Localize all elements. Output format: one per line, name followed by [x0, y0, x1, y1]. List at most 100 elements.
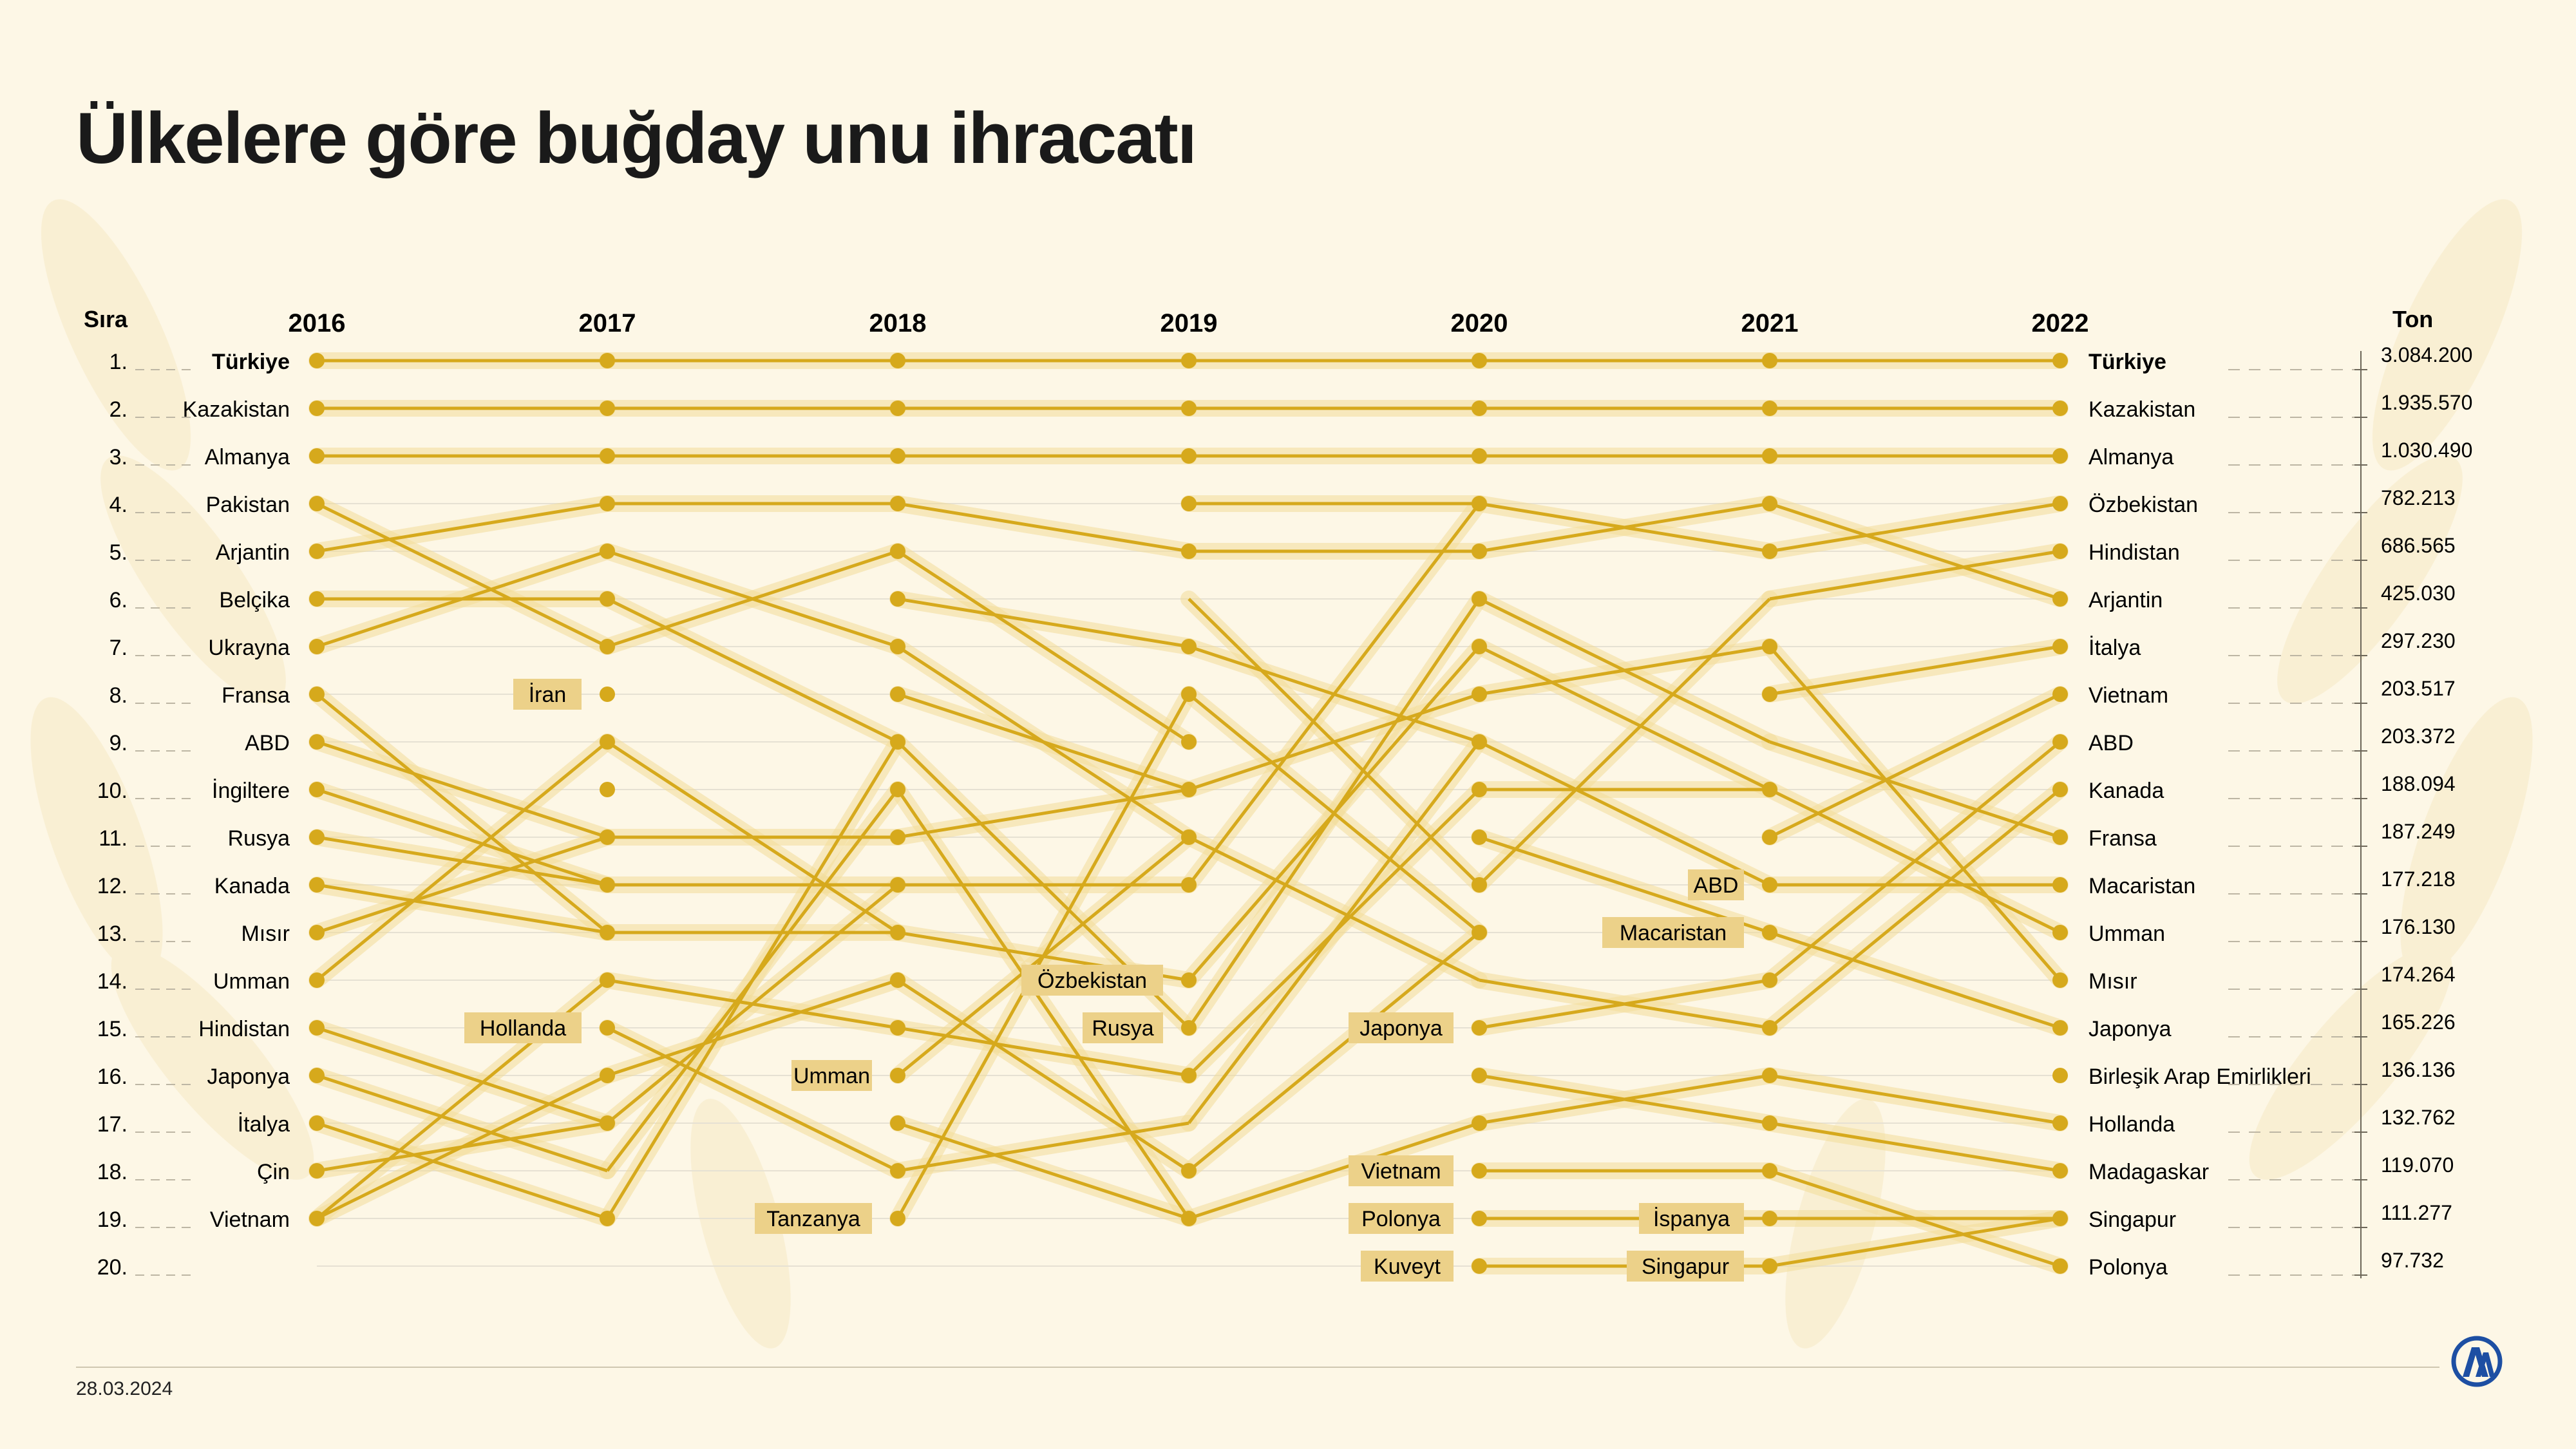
series-segment [607, 978, 898, 1077]
rank-label: 17. [97, 1112, 128, 1137]
country-tag: Umman [793, 1064, 870, 1088]
rank-point [1472, 782, 1487, 797]
series-segment [1479, 978, 1770, 1030]
rank-point [890, 591, 905, 607]
rank-point [309, 1163, 325, 1179]
value-label: 174.264 [2381, 963, 2456, 986]
rank-point [309, 1115, 325, 1131]
rank-point [600, 877, 615, 893]
rank-point [2052, 1258, 2068, 1274]
value-label: 782.213 [2381, 486, 2456, 509]
rank-label: 12. [97, 874, 128, 898]
country-label-2022: Polonya [2088, 1255, 2168, 1280]
value-label: 165.226 [2381, 1010, 2456, 1034]
rank-point [1762, 1163, 1777, 1179]
rank-label: 16. [97, 1065, 128, 1089]
rank-point [309, 687, 325, 702]
rank-label: 2. [109, 397, 128, 422]
rank-point [1762, 877, 1777, 893]
series-segment [1188, 931, 1481, 1172]
country-label-2022: Kanada [2088, 779, 2164, 803]
rank-point [309, 782, 325, 797]
rank-point [1181, 782, 1197, 797]
rank-point [1181, 1163, 1197, 1179]
rank-label: 4. [109, 493, 128, 517]
rank-point [2052, 639, 2068, 654]
rank-point [1762, 1115, 1777, 1131]
series-segment [1478, 645, 1771, 791]
series-segment [1769, 502, 2061, 553]
rank-point [2052, 877, 2068, 893]
rank-label: 18. [97, 1160, 128, 1184]
value-label: 132.762 [2381, 1106, 2456, 1129]
rank-points [309, 353, 2068, 1274]
rank-point [1181, 877, 1197, 893]
series-segment [897, 692, 1189, 791]
country-tag-box [464, 1012, 582, 1043]
country-tag-box [1083, 1012, 1163, 1043]
rank-point [1181, 401, 1197, 416]
rank-point [890, 639, 905, 654]
rank-label: 6. [109, 588, 128, 612]
rank-label: 1. [109, 350, 128, 374]
rank-label: 13. [97, 922, 128, 946]
series-segment [1768, 788, 2061, 1029]
rank-point [1472, 401, 1487, 416]
country-tag: Singapur [1642, 1255, 1729, 1279]
country-label-2022: İtalya [2088, 636, 2141, 660]
rank-point [890, 1020, 905, 1036]
country-label-2016: Belçika [219, 588, 290, 612]
country-tag: İspanya [1653, 1207, 1730, 1231]
series-segment [607, 549, 898, 649]
country-tag-box [1021, 965, 1163, 996]
rank-point [1472, 448, 1487, 464]
rank-point [890, 1163, 905, 1179]
series-lines [316, 359, 2061, 1268]
country-tag-box [1627, 1251, 1744, 1282]
series-segment [316, 883, 608, 934]
rank-point [2052, 925, 2068, 940]
series-segment [1769, 1074, 2061, 1125]
rank-point [1181, 972, 1197, 988]
rank-point [1181, 829, 1197, 845]
rank-point [890, 401, 905, 416]
country-label-2016: Vietnam [210, 1208, 290, 1232]
rank-point [600, 401, 615, 416]
rank-point [1181, 496, 1197, 511]
series-segment [1769, 740, 2061, 839]
rank-point [600, 972, 615, 988]
rank-point [2052, 687, 2068, 702]
series-segment [1188, 1121, 1480, 1220]
rank-point [2052, 353, 2068, 368]
country-label-2022: Madagaskar [2088, 1160, 2209, 1184]
rank-point [2052, 544, 2068, 559]
rank-point [2052, 829, 2068, 845]
value-label: 3.084.200 [2381, 343, 2472, 366]
rank-point [2052, 591, 2068, 607]
rank-label: 8. [109, 683, 128, 708]
series-segment [1769, 502, 2061, 601]
rank-point [1762, 1258, 1777, 1274]
series-segment [1479, 645, 1770, 696]
country-label-2022: Hindistan [2088, 540, 2180, 565]
country-tag: Kuveyt [1374, 1255, 1441, 1279]
value-label: 297.230 [2381, 629, 2456, 652]
rank-point [600, 591, 615, 607]
rank-point [1762, 687, 1777, 702]
rank-point [600, 1020, 615, 1036]
country-tag: İran [529, 683, 567, 707]
country-tag: Özbekistan [1037, 969, 1147, 993]
rank-label: 7. [109, 636, 128, 660]
country-label-2016: Almanya [205, 445, 290, 469]
country-tag: Vietnam [1361, 1159, 1441, 1184]
series-segment [316, 788, 608, 887]
rank-point [890, 687, 905, 702]
rank-point [600, 639, 615, 654]
rank-point [2052, 1211, 2068, 1226]
country-tag-box [1688, 869, 1744, 900]
series-segment [897, 597, 1189, 649]
rank-point [600, 734, 615, 750]
rank-point [1762, 639, 1777, 654]
rank-point [309, 1211, 325, 1226]
